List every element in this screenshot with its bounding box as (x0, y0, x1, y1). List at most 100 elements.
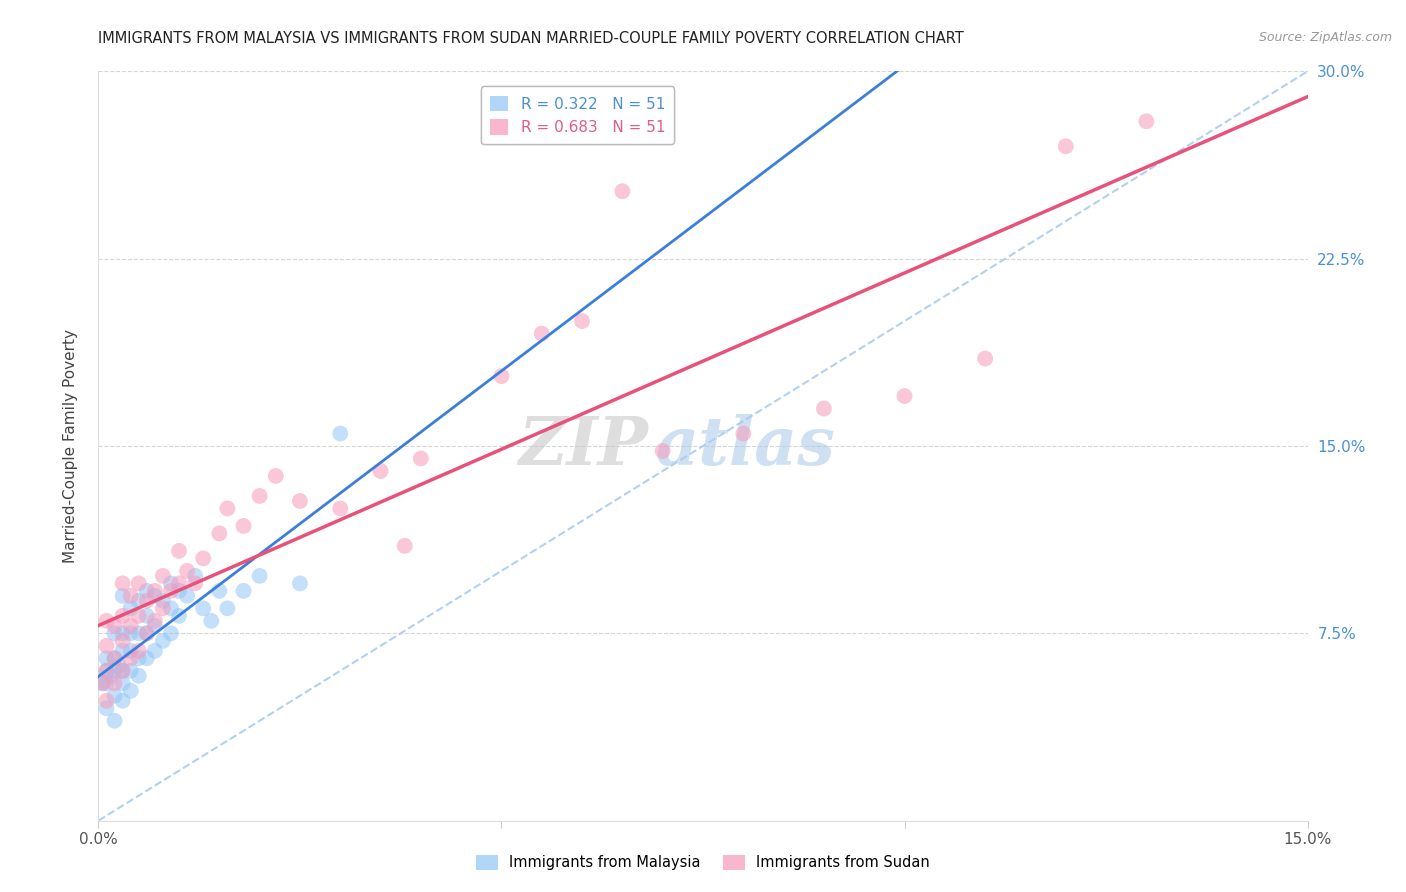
Point (152, 569, 174, 583)
Point (152, 633, 174, 648)
Point (111, 589, 134, 603)
Point (103, 689, 125, 703)
Point (111, 576, 134, 591)
Point (176, 564, 198, 578)
Point (120, 619, 142, 633)
Point (184, 569, 207, 583)
Point (128, 576, 150, 591)
Point (249, 489, 271, 503)
Point (813, 401, 835, 416)
Point (120, 664, 142, 678)
Text: Source: ZipAtlas.com: Source: ZipAtlas.com (1258, 31, 1392, 45)
Text: atlas: atlas (655, 414, 834, 478)
Point (103, 651, 125, 665)
Point (232, 519, 254, 533)
Point (103, 619, 125, 633)
Point (329, 426, 352, 441)
Point (120, 601, 142, 615)
Point (160, 601, 183, 615)
Point (107, 658, 129, 673)
Point (120, 644, 142, 658)
Point (100, 669, 122, 683)
Point (96, 664, 118, 678)
Point (167, 544, 190, 558)
Point (120, 589, 142, 603)
Point (733, 426, 755, 441)
Point (264, 469, 287, 483)
Point (232, 583, 254, 598)
Point (193, 601, 215, 615)
Point (135, 608, 157, 623)
Point (651, 444, 673, 458)
Point (143, 619, 166, 633)
Point (128, 608, 150, 623)
Point (249, 569, 271, 583)
Point (111, 608, 134, 623)
Point (329, 501, 352, 516)
Legend: Immigrants from Malaysia, Immigrants from Sudan: Immigrants from Malaysia, Immigrants fro… (470, 848, 936, 876)
Point (167, 583, 190, 598)
Point (974, 351, 997, 366)
Point (96, 694, 118, 708)
Point (176, 589, 198, 603)
Point (103, 664, 125, 678)
Point (120, 651, 142, 665)
Point (111, 626, 134, 640)
Point (160, 626, 183, 640)
Point (200, 614, 222, 628)
Point (143, 589, 166, 603)
Point (143, 644, 166, 658)
Point (208, 526, 231, 541)
Point (120, 626, 142, 640)
Point (128, 644, 150, 658)
Point (288, 494, 311, 508)
Point (111, 694, 134, 708)
Point (167, 608, 190, 623)
Point (103, 626, 125, 640)
Point (128, 626, 150, 640)
Point (103, 714, 125, 728)
Point (1135, 114, 1157, 128)
Point (120, 683, 142, 698)
Point (612, 184, 634, 198)
Point (193, 551, 215, 566)
Point (128, 669, 150, 683)
Point (143, 583, 166, 598)
Point (370, 464, 392, 478)
Point (135, 626, 157, 640)
Point (111, 644, 134, 658)
Point (1054, 139, 1077, 153)
Point (530, 326, 553, 341)
Point (111, 633, 134, 648)
Text: ZIP: ZIP (519, 414, 648, 478)
Point (491, 369, 513, 384)
Point (152, 601, 174, 615)
Point (91, 676, 114, 690)
Point (103, 676, 125, 690)
Point (111, 676, 134, 690)
Point (409, 451, 432, 466)
Point (135, 583, 157, 598)
Point (96, 614, 118, 628)
Point (160, 583, 183, 598)
Point (135, 594, 157, 608)
Point (394, 539, 416, 553)
Point (128, 651, 150, 665)
Point (96, 676, 118, 690)
Point (208, 583, 231, 598)
Point (91, 676, 114, 690)
Point (96, 639, 118, 653)
Point (152, 594, 174, 608)
Point (128, 594, 150, 608)
Point (288, 576, 311, 591)
Point (167, 576, 190, 591)
Point (111, 664, 134, 678)
Point (96, 701, 118, 715)
Point (96, 651, 118, 665)
Text: IMMIGRANTS FROM MALAYSIA VS IMMIGRANTS FROM SUDAN MARRIED-COUPLE FAMILY POVERTY : IMMIGRANTS FROM MALAYSIA VS IMMIGRANTS F… (98, 31, 965, 46)
Point (103, 651, 125, 665)
Point (96, 664, 118, 678)
Y-axis label: Married-Couple Family Poverty: Married-Couple Family Poverty (63, 329, 77, 563)
Point (571, 314, 593, 328)
Legend: R = 0.322   N = 51, R = 0.683   N = 51: R = 0.322 N = 51, R = 0.683 N = 51 (481, 87, 675, 145)
